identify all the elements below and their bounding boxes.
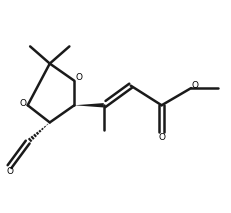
Text: O: O	[158, 133, 164, 142]
Polygon shape	[74, 103, 103, 108]
Text: O: O	[75, 73, 82, 82]
Text: O: O	[6, 167, 13, 176]
Text: O: O	[190, 81, 197, 90]
Text: O: O	[20, 99, 27, 108]
